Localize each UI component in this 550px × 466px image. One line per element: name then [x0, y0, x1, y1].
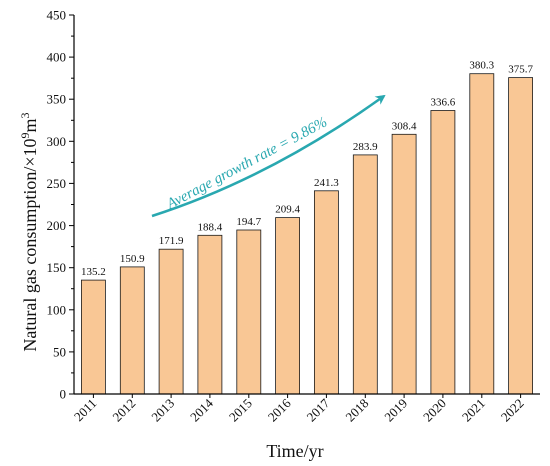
bar-2011: [81, 279, 106, 395]
bar-2020: [430, 110, 456, 395]
x-tick-label-2017: 2017: [304, 395, 333, 424]
x-axis-ticks: 2011 2012 2013 2014 2015 2016 2017 2018 2019 2020…: [71, 394, 527, 425]
data-label-2019: 308.4: [392, 120, 417, 132]
y-axis-title-unit: m: [20, 118, 40, 132]
data-label-2020: 336.6: [431, 97, 456, 109]
data-label-2012: 150.9: [120, 253, 145, 265]
y-tick-label-300: 300: [47, 134, 67, 149]
bar-2022: [508, 77, 534, 395]
x-tick-label-2018: 2018: [342, 396, 371, 425]
x-tick-label-2021: 2021: [459, 396, 488, 425]
y-tick-label-100: 100: [47, 302, 67, 317]
bar-2021: [469, 73, 495, 395]
bar-2018: [352, 154, 378, 395]
bar-2016: [275, 217, 301, 395]
y-axis-ticks: 0 50 100 150 200 250 300 350 400 450: [47, 8, 74, 402]
x-tick-label-2015: 2015: [226, 396, 255, 425]
x-tick-label-2022: 2022: [498, 396, 527, 425]
x-axis-title: Time/yr: [266, 441, 323, 461]
bar-2015: [236, 229, 262, 395]
data-label-2016: 209.4: [275, 204, 300, 216]
data-label-2017: 241.3: [314, 177, 339, 189]
y-axis-title-exponent: 9: [18, 132, 32, 138]
y-tick-label-150: 150: [47, 260, 67, 275]
growth-arrow: [151, 94, 386, 218]
y-axis-title: Natural gas consumption/×109m3: [18, 112, 40, 351]
bar-2014: [197, 234, 223, 395]
bar-2012: [119, 266, 145, 395]
data-label-2018: 283.9: [353, 141, 378, 153]
data-label-2013: 171.9: [159, 235, 184, 247]
y-tick-label-450: 450: [47, 8, 67, 23]
bar-2017: [313, 190, 339, 395]
bar-2013: [158, 248, 184, 395]
data-labels: 135.2 150.9 171.9 188.4 194.7 209.4 241.3 283.9…: [81, 60, 533, 278]
data-label-2022: 375.7: [508, 64, 533, 76]
data-label-2014: 188.4: [198, 221, 223, 233]
y-axis-title-main: Natural gas consumption/×10: [20, 138, 40, 351]
x-tick-label-2012: 2012: [109, 396, 138, 425]
bar-2019: [391, 133, 417, 395]
y-axis-title-unit-exponent: 3: [18, 112, 32, 118]
x-tick-label-2020: 2020: [420, 396, 449, 425]
data-label-2015: 194.7: [236, 216, 261, 228]
bar-series: [81, 73, 534, 395]
data-label-2021: 380.3: [469, 60, 494, 72]
y-tick-label-50: 50: [53, 344, 66, 359]
x-tick-label-2014: 2014: [187, 395, 216, 424]
x-tick-label-2013: 2013: [148, 396, 177, 425]
y-tick-label-200: 200: [47, 218, 67, 233]
growth-rate-annotation: Average growth rate = 9.86%: [163, 114, 330, 213]
data-label-2011: 135.2: [81, 266, 106, 278]
x-tick-label-2011: 2011: [71, 396, 100, 425]
y-tick-label-0: 0: [60, 387, 67, 402]
y-tick-label-250: 250: [47, 176, 67, 191]
x-tick-label-2019: 2019: [381, 396, 410, 425]
x-tick-label-2016: 2016: [265, 395, 294, 424]
y-tick-label-400: 400: [47, 50, 67, 65]
y-tick-label-350: 350: [47, 92, 67, 107]
